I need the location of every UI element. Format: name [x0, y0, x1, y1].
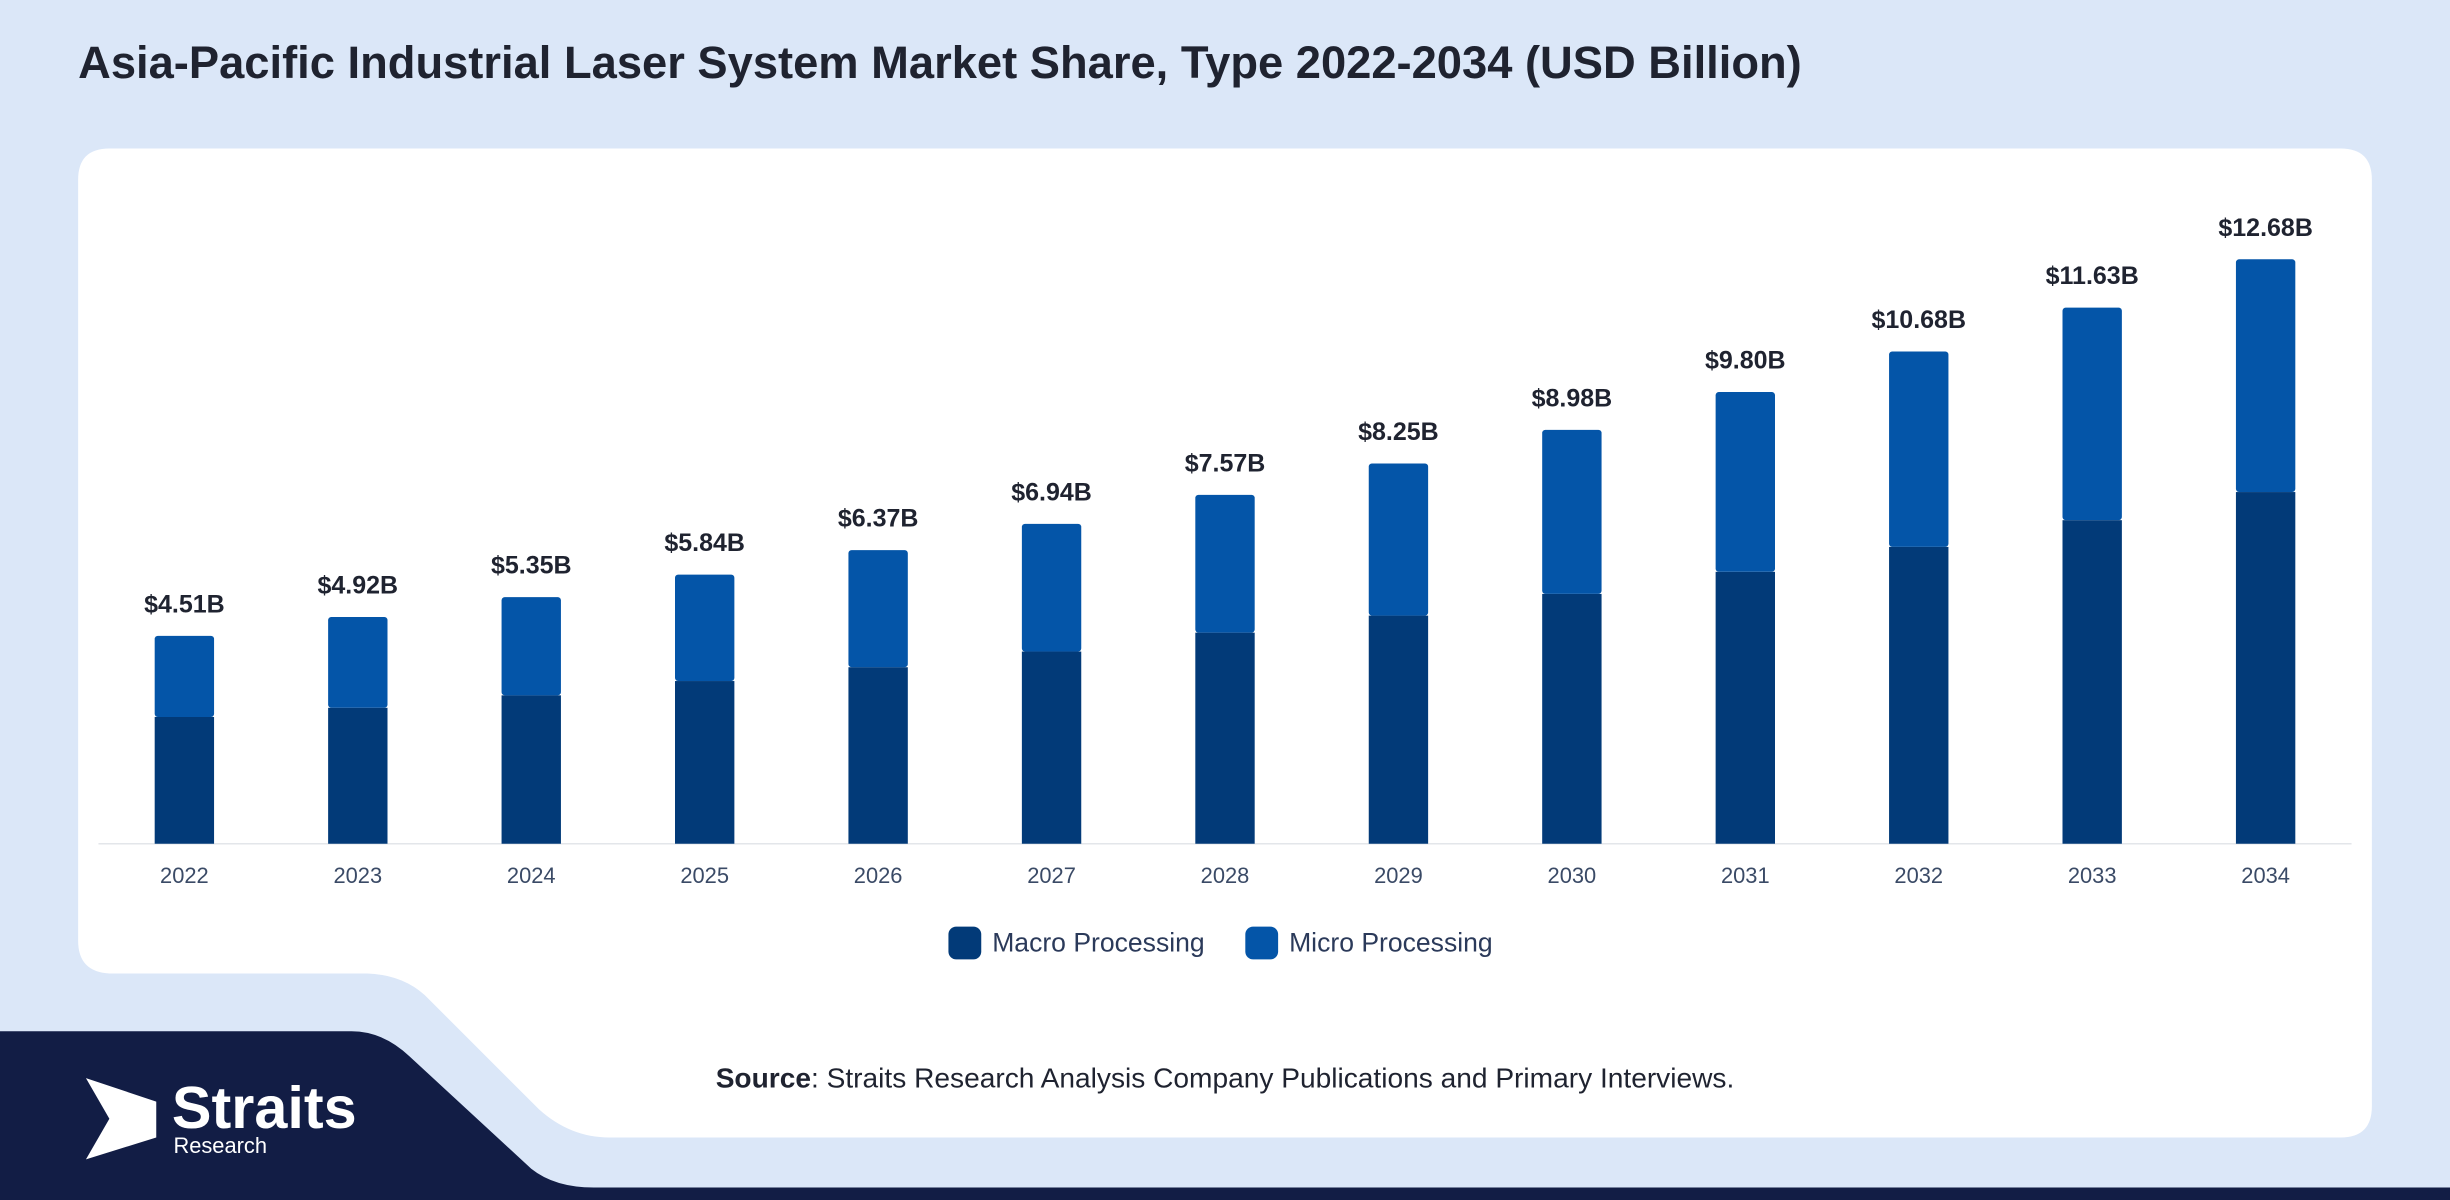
bar-segment [1195, 494, 1255, 633]
bar-segment [2235, 259, 2296, 493]
bar-segment [1715, 571, 1775, 844]
source: Source: Straits Research Analysis Compan… [716, 1063, 1735, 1094]
bar-segment [501, 597, 561, 696]
bar-segment [501, 695, 561, 844]
logo-icon [85, 1078, 157, 1160]
legend-swatch [1245, 926, 1279, 960]
x-tick-label: 2022 [160, 863, 209, 888]
x-tick-label: 2025 [680, 863, 729, 888]
bar-segment [328, 707, 388, 844]
x-tick-label: 2029 [1374, 863, 1423, 888]
legend-swatch [948, 926, 982, 960]
x-tick-label: 2024 [507, 863, 556, 888]
bar-segment [1542, 593, 1602, 844]
total-label: $10.68B [1871, 306, 1966, 334]
x-tick-label: 2030 [1548, 863, 1597, 888]
bar-segment [675, 574, 735, 682]
bar-segment [2235, 492, 2296, 844]
x-tick-label: 2028 [1201, 863, 1250, 888]
total-label: $6.94B [1011, 478, 1092, 506]
total-label: $6.37B [838, 505, 919, 533]
bar-segment [1368, 615, 1429, 844]
total-label: $8.98B [1532, 384, 1613, 412]
bar-segment [154, 716, 215, 844]
bar-segment [328, 616, 388, 708]
bar-segment [848, 667, 908, 844]
bar-segment [1368, 463, 1429, 616]
bar-segment [2062, 307, 2122, 521]
total-label: $5.35B [491, 552, 572, 580]
x-tick-label: 2034 [2241, 863, 2290, 888]
x-tick-label: 2031 [1721, 863, 1770, 888]
bar-segment [1715, 392, 1775, 572]
bar-segment [1889, 546, 1949, 844]
total-label: $8.25B [1358, 418, 1439, 446]
logo-sub: Research [173, 1133, 267, 1158]
bar-segment [154, 635, 215, 717]
bar-segment [1889, 351, 1949, 547]
bar-segment [2062, 520, 2122, 844]
x-tick-label: 2033 [2068, 863, 2117, 888]
total-label: $9.80B [1705, 347, 1786, 375]
logo-name: Straits [172, 1074, 357, 1141]
chart-title: Asia-Pacific Industrial Laser System Mar… [78, 37, 1802, 88]
bar-segment [1195, 632, 1255, 844]
source-label: Source [716, 1063, 811, 1094]
total-label: $4.51B [144, 590, 225, 618]
footer-band [0, 1031, 2450, 1200]
legend-label: Macro Processing [992, 928, 1204, 958]
x-tick-label: 2026 [854, 863, 903, 888]
bar-segment [1021, 651, 1082, 844]
bar-segment [1021, 523, 1082, 652]
x-tick-label: 2023 [333, 863, 382, 888]
total-label: $12.68B [2218, 214, 2313, 242]
total-label: $5.84B [664, 529, 745, 557]
total-label: $7.57B [1185, 449, 1266, 477]
bar-segment [675, 681, 735, 844]
total-label: $11.63B [2046, 262, 2139, 290]
bar-segment [848, 550, 908, 668]
x-tick-label: 2027 [1027, 863, 1076, 888]
total-label: $4.92B [318, 572, 399, 600]
legend-label: Micro Processing [1289, 928, 1493, 958]
bar-segment [1542, 429, 1602, 594]
x-tick-label: 2032 [1894, 863, 1943, 888]
source-text: : Straits Research Analysis Company Publ… [811, 1063, 1734, 1094]
